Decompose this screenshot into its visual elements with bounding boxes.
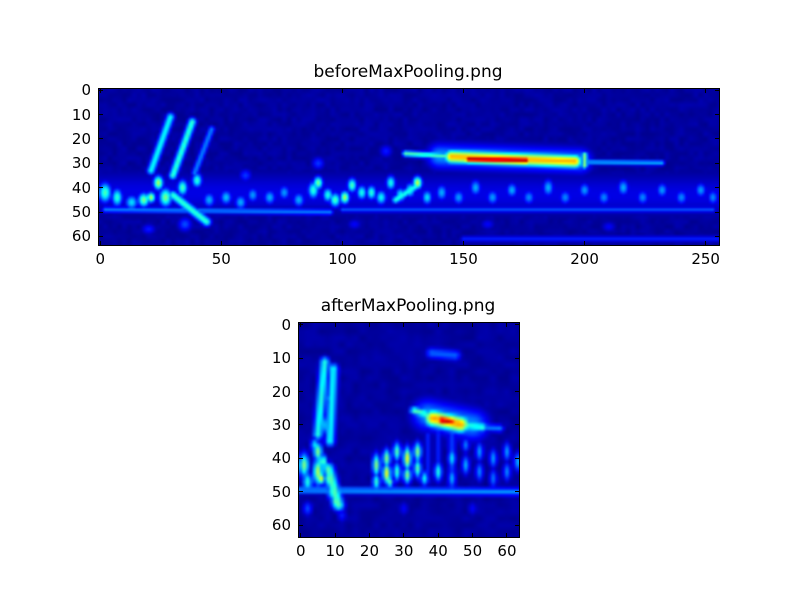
y-tick-label: 30 (71, 154, 91, 173)
y-tick-label: 50 (71, 203, 91, 222)
x-tick-label: 40 (428, 542, 448, 560)
axes-frame: 0 10 20 30 40 50 60 0 10 20 30 40 50 60 (272, 317, 520, 559)
x-tick (334, 533, 336, 537)
y-tick (515, 457, 519, 459)
y-tick (515, 357, 519, 359)
y-tick (299, 391, 303, 393)
y-tick (715, 138, 719, 140)
y-tick (515, 524, 519, 526)
y-tick-label: 30 (271, 415, 291, 434)
x-tick (462, 89, 464, 93)
axes-frame: 0 50 100 150 200 250 0 10 20 30 40 50 60 (72, 82, 720, 267)
plot-title: beforeMaxPooling.png (313, 62, 503, 82)
x-tick (341, 241, 343, 245)
x-tick (584, 241, 586, 245)
y-tick (715, 235, 719, 237)
y-tick (299, 424, 303, 426)
y-tick-label: 20 (71, 129, 91, 148)
x-tick (99, 89, 101, 93)
x-tick-label: 50 (463, 542, 483, 560)
heatmap-image (299, 323, 519, 537)
x-tick-label: 20 (359, 542, 380, 560)
x-tick (437, 533, 439, 537)
y-tick-label: 40 (271, 449, 291, 468)
y-tick (99, 187, 103, 189)
y-tick (99, 138, 103, 140)
subplot-after-maxpooling: afterMaxPooling.png 0 10 20 30 40 50 60 0 10 20 30… (272, 296, 520, 559)
y-tick-label: 60 (71, 227, 91, 246)
y-tick-label: 0 (81, 81, 91, 100)
x-tick-label: 10 (325, 542, 345, 560)
x-tick (437, 323, 439, 327)
x-tick (705, 241, 707, 245)
x-tick (506, 323, 508, 327)
y-tick (515, 324, 519, 326)
x-tick (300, 533, 302, 537)
x-tick (584, 89, 586, 93)
y-tick (99, 235, 103, 237)
x-tick (472, 533, 474, 537)
x-tick-label: 200 (570, 250, 599, 268)
y-tick (99, 114, 103, 116)
x-tick (705, 89, 707, 93)
y-tick (715, 211, 719, 213)
x-tick-label: 30 (394, 542, 414, 560)
x-tick (506, 533, 508, 537)
x-tick (368, 533, 370, 537)
x-tick (462, 241, 464, 245)
y-tick (515, 491, 519, 493)
x-tick (341, 89, 343, 93)
y-tick-label: 20 (271, 382, 291, 401)
x-tick-label: 250 (691, 250, 720, 268)
x-tick (403, 533, 405, 537)
y-tick-label: 0 (281, 315, 291, 334)
x-tick-label: 0 (295, 542, 306, 560)
subplot-before-maxpooling: beforeMaxPooling.png 0 50 100 150 200 250 0 10 2… (72, 62, 720, 267)
x-tick (220, 241, 222, 245)
y-tick-label: 10 (271, 349, 291, 368)
x-tick (368, 323, 370, 327)
x-tick-label: 150 (449, 250, 478, 268)
x-tick-label: 100 (328, 250, 357, 268)
y-tick (715, 187, 719, 189)
y-tick (715, 162, 719, 164)
y-tick (299, 491, 303, 493)
x-tick-label: 50 (211, 250, 231, 268)
y-tick (299, 357, 303, 359)
y-tick (299, 524, 303, 526)
x-tick (220, 89, 222, 93)
y-tick (99, 162, 103, 164)
y-tick (715, 114, 719, 116)
x-tick (334, 323, 336, 327)
y-tick (299, 324, 303, 326)
y-tick (515, 391, 519, 393)
y-tick (99, 211, 103, 213)
x-tick-label: 0 (95, 250, 105, 268)
y-tick-label: 50 (271, 482, 291, 501)
y-tick (99, 89, 103, 91)
y-tick-label: 60 (271, 516, 291, 535)
y-tick-label: 40 (71, 178, 91, 197)
heatmap-image (99, 89, 719, 245)
y-tick-label: 10 (71, 105, 91, 124)
x-tick (99, 241, 101, 245)
y-tick (715, 89, 719, 91)
y-tick (299, 457, 303, 459)
y-tick (515, 424, 519, 426)
x-tick (472, 323, 474, 327)
x-tick (403, 323, 405, 327)
x-tick-label: 60 (497, 542, 517, 560)
plot-title: afterMaxPooling.png (320, 296, 496, 316)
